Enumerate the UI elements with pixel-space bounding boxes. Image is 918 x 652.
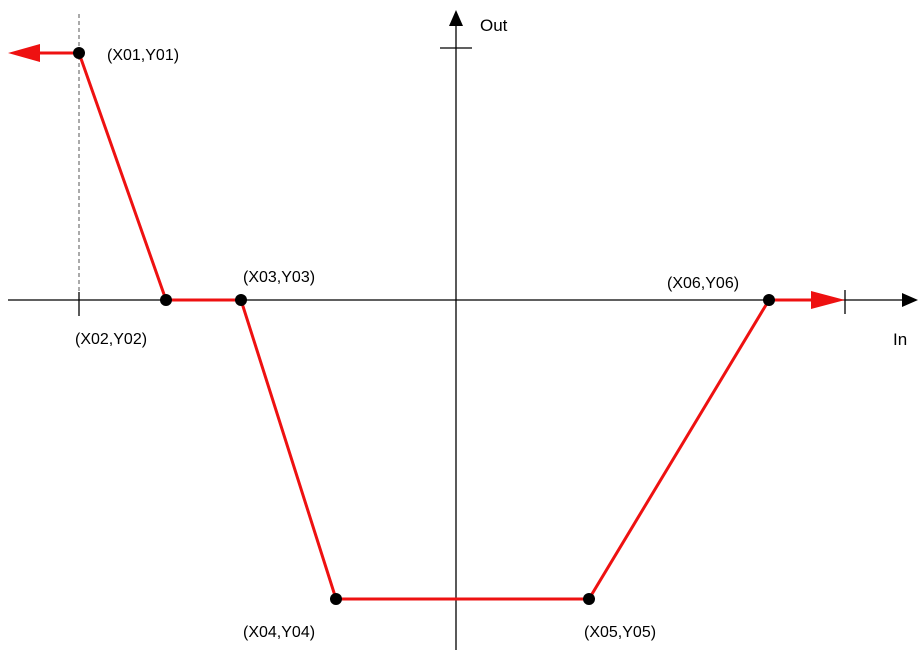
point-1 (73, 47, 85, 59)
point-4 (330, 593, 342, 605)
point-5-label: (X05,Y05) (584, 624, 656, 641)
y-axis-arrowhead (449, 10, 463, 26)
point-6 (763, 294, 775, 306)
x-axis-label: In (893, 330, 907, 349)
point-6-label: (X06,Y06) (667, 275, 739, 292)
point-3 (235, 294, 247, 306)
y-axis-label: Out (480, 16, 508, 35)
x-axis-arrowhead (902, 293, 918, 307)
curve-line (77, 52, 771, 601)
point-1-label: (X01,Y01) (107, 47, 179, 64)
point-4-label: (X04,Y04) (243, 624, 315, 641)
point-3-label: (X03,Y03) (243, 269, 315, 286)
point-5 (583, 593, 595, 605)
point-2-label: (X02,Y02) (75, 331, 147, 348)
left-extension-arrowhead (8, 44, 40, 62)
right-extension-arrowhead (811, 291, 845, 309)
point-2 (160, 294, 172, 306)
